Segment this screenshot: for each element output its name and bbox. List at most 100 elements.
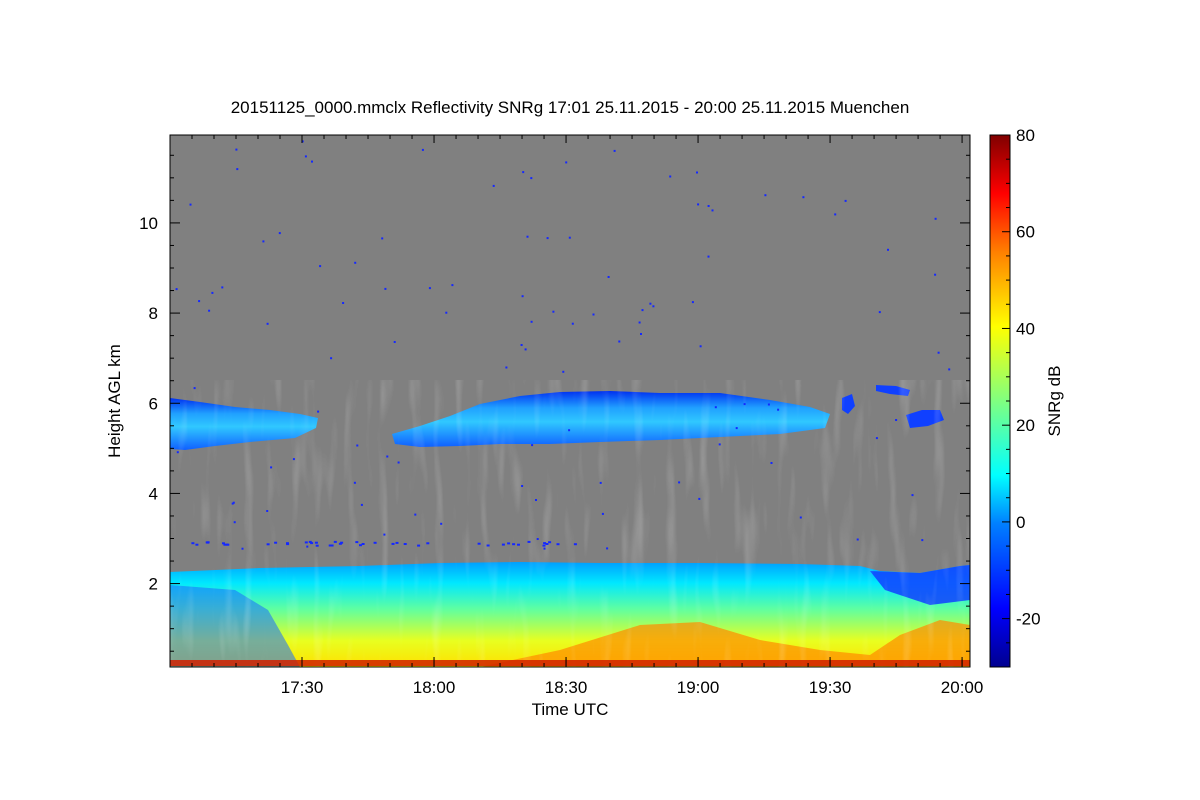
noise-speckle <box>231 502 234 505</box>
colorbar-tick-label: 20 <box>1016 416 1035 435</box>
noise-speckle <box>270 466 273 469</box>
y-tick-label: 2 <box>149 575 158 594</box>
noise-speckle <box>743 403 746 406</box>
noise-speckle <box>328 544 332 547</box>
noise-speckle <box>934 273 937 276</box>
noise-speckle <box>696 171 698 174</box>
noise-speckle <box>175 288 178 291</box>
noise-speckle <box>373 541 377 544</box>
noise-speckle <box>338 542 342 545</box>
noise-speckle <box>353 481 356 484</box>
noise-speckle <box>718 443 721 446</box>
noise-speckle <box>310 542 314 545</box>
colorbar-tick-label: -20 <box>1016 610 1041 629</box>
noise-speckle <box>527 540 531 543</box>
x-tick-label: 19:00 <box>677 678 720 697</box>
noise-speckle <box>319 265 322 268</box>
noise-speckle <box>711 209 714 212</box>
noise-speckle <box>311 160 313 163</box>
noise-speckle <box>195 543 199 546</box>
noise-speckle <box>613 149 616 152</box>
noise-speckle <box>618 340 621 343</box>
noise-speckle <box>535 499 537 501</box>
noise-speckle <box>477 542 481 545</box>
noise-speckle <box>501 543 505 546</box>
colorbar-tick-label: 80 <box>1016 126 1035 145</box>
noise-speckle <box>397 461 400 464</box>
noise-speckle <box>308 540 312 543</box>
noise-speckle <box>520 344 523 346</box>
y-tick-label: 8 <box>149 304 158 323</box>
noise-speckle <box>304 155 307 158</box>
x-tick-label: 18:00 <box>413 678 456 697</box>
noise-speckle <box>486 544 490 547</box>
noise-speckle <box>699 345 702 348</box>
noise-speckle <box>225 543 229 546</box>
noise-speckle <box>649 302 652 305</box>
noise-speckle <box>707 255 710 258</box>
noise-speckle <box>198 300 201 303</box>
noise-speckle <box>421 148 424 151</box>
noise-speckle <box>356 444 359 447</box>
noise-speckle <box>426 542 430 545</box>
noise-speckle <box>359 544 362 547</box>
noise-speckle <box>340 541 344 544</box>
noise-speckle <box>546 237 549 240</box>
noise-speckle <box>191 542 195 545</box>
y-tick-label: 10 <box>139 214 158 233</box>
noise-speckle <box>856 538 859 541</box>
noise-speckle <box>393 341 396 343</box>
x-tick-label: 18:30 <box>545 678 588 697</box>
noise-speckle <box>330 544 334 547</box>
noise-speckle <box>552 310 555 313</box>
noise-speckle <box>568 429 571 432</box>
x-tick-label: 17:30 <box>281 678 324 697</box>
noise-speckle <box>512 543 516 546</box>
colorbar-label: SNRg dB <box>1045 366 1064 437</box>
noise-speckle <box>548 541 552 544</box>
noise-speckle <box>875 437 878 440</box>
noise-speckle <box>735 427 738 430</box>
noise-speckle <box>314 541 318 544</box>
noise-speckle <box>236 168 239 171</box>
noise-speckle <box>361 543 365 545</box>
noise-speckle <box>317 410 320 413</box>
noise-speckle <box>266 543 270 546</box>
noise-speckle <box>545 543 549 545</box>
noise-speckle <box>565 161 568 164</box>
noise-speckle <box>403 543 407 545</box>
noise-speckle <box>360 503 363 506</box>
noise-speckle <box>266 510 269 512</box>
noise-speckle <box>543 547 546 550</box>
x-axis: 17:30 18:00 18:30 19:00 19:30 20:00 <box>169 135 984 697</box>
noise-speckle <box>652 305 655 308</box>
noise-speckle <box>934 217 937 220</box>
noise-speckle <box>887 248 889 251</box>
noise-speckle <box>764 194 767 197</box>
noise-speckle <box>606 547 609 550</box>
noise-speckle <box>381 237 384 240</box>
x-tick-label: 20:00 <box>941 678 984 697</box>
noise-speckle <box>208 309 211 312</box>
noise-speckle <box>697 203 700 206</box>
y-tick-label: 4 <box>149 484 158 503</box>
noise-speckle <box>333 540 337 543</box>
noise-speckle <box>530 320 533 323</box>
noise-speckle <box>342 302 345 304</box>
noise-speckle <box>878 311 881 314</box>
noise-speckle <box>505 366 508 369</box>
noise-speckle <box>233 521 236 524</box>
noise-speckle <box>507 542 511 545</box>
noise-speckle <box>521 485 524 487</box>
near-surface-clutter-band <box>170 660 970 666</box>
noise-speckle <box>189 203 192 206</box>
chart-title: 20151125_0000.mmclx Reflectivity SNRg 17… <box>230 98 910 117</box>
noise-speckle <box>767 403 770 406</box>
noise-speckle <box>669 175 672 178</box>
noise-speckle <box>937 351 940 354</box>
noise-speckle <box>601 512 604 515</box>
y-axis-label: Height AGL km <box>105 344 124 458</box>
noise-speckle <box>391 542 395 545</box>
noise-speckle <box>386 455 389 458</box>
